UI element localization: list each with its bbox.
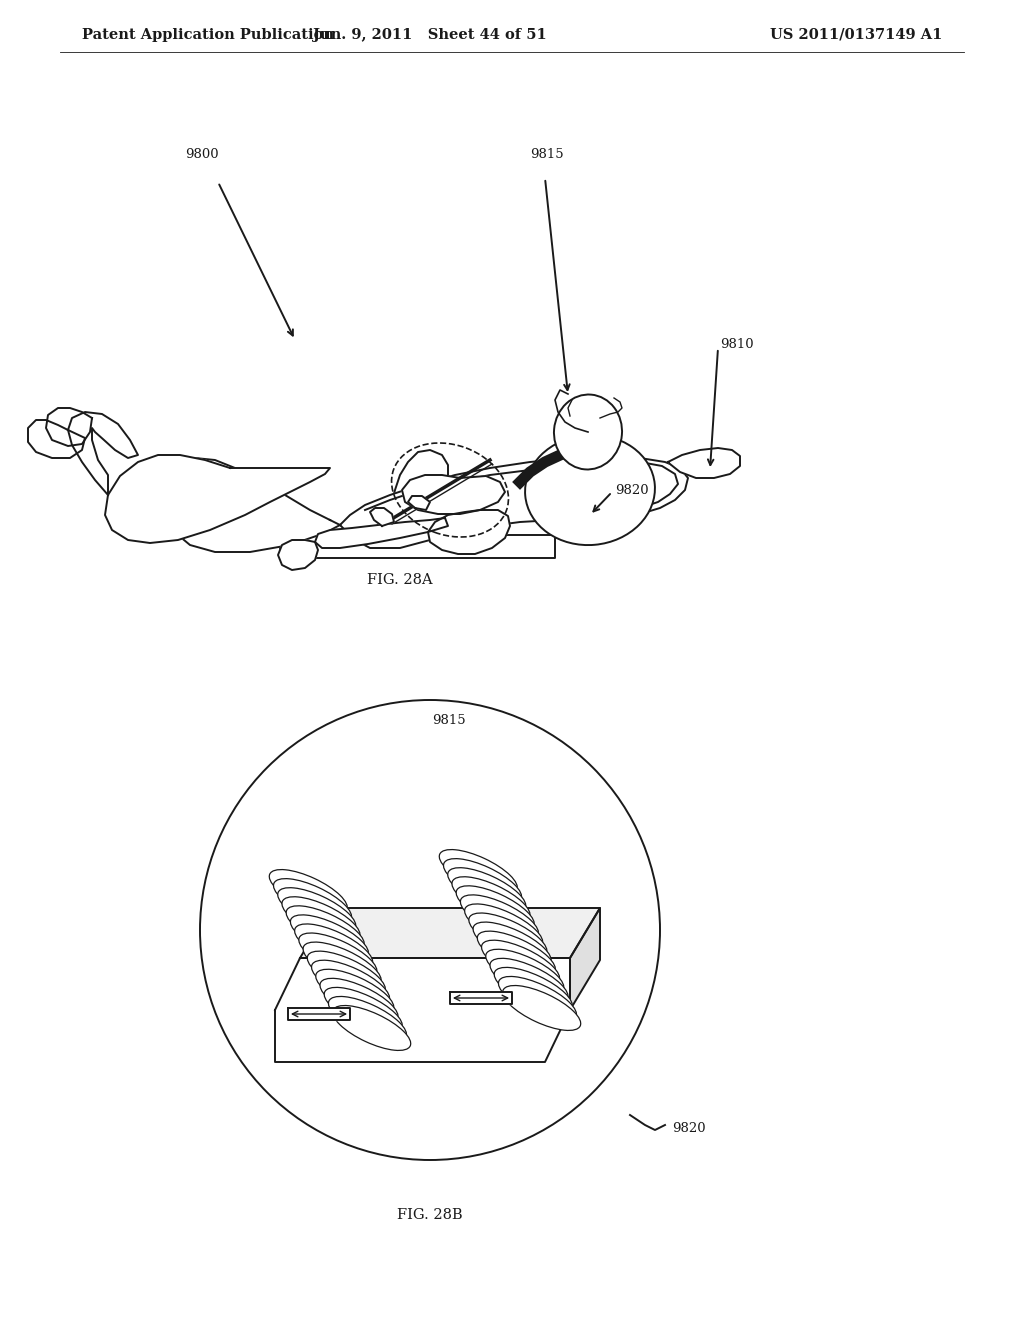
Polygon shape	[28, 420, 85, 458]
Ellipse shape	[269, 870, 347, 915]
Text: US 2011/0137149 A1: US 2011/0137149 A1	[770, 28, 942, 42]
Polygon shape	[105, 455, 330, 543]
Polygon shape	[668, 447, 740, 478]
Ellipse shape	[485, 949, 564, 994]
Ellipse shape	[481, 940, 559, 985]
Polygon shape	[340, 455, 688, 548]
Ellipse shape	[278, 887, 355, 933]
Polygon shape	[46, 408, 92, 446]
Text: FIG. 28B: FIG. 28B	[397, 1208, 463, 1222]
Ellipse shape	[469, 913, 547, 958]
Polygon shape	[570, 908, 600, 1010]
Text: Patent Application Publication: Patent Application Publication	[82, 28, 334, 42]
Text: Jun. 9, 2011   Sheet 44 of 51: Jun. 9, 2011 Sheet 44 of 51	[313, 28, 547, 42]
Ellipse shape	[495, 968, 572, 1012]
Ellipse shape	[307, 952, 385, 997]
Polygon shape	[450, 993, 512, 1005]
Ellipse shape	[282, 896, 360, 941]
Polygon shape	[158, 458, 340, 552]
Ellipse shape	[299, 933, 377, 978]
Ellipse shape	[554, 395, 622, 470]
Ellipse shape	[286, 906, 365, 950]
Circle shape	[200, 700, 660, 1160]
Polygon shape	[275, 958, 570, 1063]
Ellipse shape	[273, 879, 351, 924]
Polygon shape	[68, 412, 138, 495]
Ellipse shape	[456, 886, 535, 931]
Ellipse shape	[319, 978, 398, 1023]
Text: 9815: 9815	[432, 714, 466, 726]
Ellipse shape	[325, 987, 402, 1032]
Ellipse shape	[473, 923, 551, 968]
Ellipse shape	[447, 867, 525, 912]
Text: FIG. 28A: FIG. 28A	[368, 573, 433, 587]
Ellipse shape	[452, 876, 530, 921]
Polygon shape	[278, 540, 318, 570]
Ellipse shape	[503, 986, 581, 1031]
Polygon shape	[402, 475, 505, 513]
Text: 9815: 9815	[530, 149, 563, 161]
Text: 9810: 9810	[720, 338, 754, 351]
Ellipse shape	[303, 942, 381, 987]
Ellipse shape	[525, 434, 655, 545]
Ellipse shape	[490, 958, 568, 1003]
Ellipse shape	[333, 1006, 411, 1051]
Ellipse shape	[465, 904, 543, 949]
Polygon shape	[300, 908, 600, 958]
Polygon shape	[288, 1008, 350, 1020]
Polygon shape	[280, 535, 555, 558]
Ellipse shape	[329, 997, 407, 1041]
Polygon shape	[375, 450, 449, 531]
Polygon shape	[428, 510, 510, 554]
Ellipse shape	[443, 858, 521, 904]
Text: 9820: 9820	[615, 483, 648, 496]
Text: 9820: 9820	[672, 1122, 706, 1134]
Ellipse shape	[291, 915, 369, 960]
Ellipse shape	[477, 931, 555, 975]
Ellipse shape	[315, 969, 394, 1014]
Ellipse shape	[499, 977, 577, 1022]
Polygon shape	[408, 496, 430, 510]
Ellipse shape	[439, 850, 517, 895]
Polygon shape	[315, 517, 449, 548]
Ellipse shape	[295, 924, 373, 969]
Text: 9800: 9800	[185, 149, 219, 161]
Ellipse shape	[311, 960, 389, 1005]
Polygon shape	[370, 508, 394, 525]
Ellipse shape	[461, 895, 539, 940]
